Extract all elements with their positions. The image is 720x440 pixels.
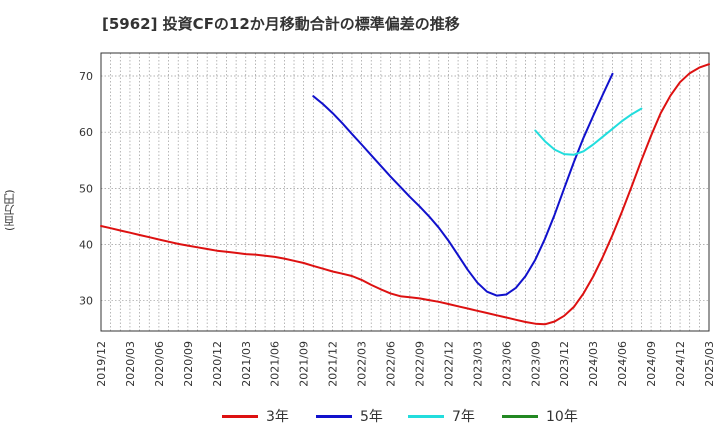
- legend-swatch: [222, 414, 258, 418]
- legend: 3年 5年 7年 10年: [0, 404, 720, 428]
- x-tick-label: 2023/12: [558, 341, 571, 387]
- x-tick-label: 2020/12: [211, 341, 224, 387]
- x-tick-labels: 2019/12 2020/03 2020/06 2020/09 2020/12 2021/…: [95, 341, 716, 387]
- x-tick-label: 2024/03: [587, 341, 600, 387]
- chart-title: [5962] 投資CFの12か月移動合計の標準偏差の推移: [102, 15, 460, 33]
- y-tick-label: 70: [79, 70, 93, 83]
- plot-frame: [100, 52, 710, 332]
- x-tick-label: 2021/12: [327, 341, 340, 387]
- series-line-0: [100, 63, 710, 326]
- x-tick-label: 2021/06: [269, 341, 282, 387]
- legend-label: 5年: [360, 409, 383, 425]
- y-tick-label: 60: [79, 126, 93, 139]
- series-line-1: [312, 72, 614, 297]
- legend-swatch: [502, 414, 538, 418]
- legend-label: 3年: [266, 409, 289, 425]
- x-tick-label: 2022/03: [356, 341, 369, 387]
- x-tick-label: 2020/09: [182, 341, 195, 387]
- y-tick-label: 30: [79, 295, 93, 308]
- x-tick-label: 2022/09: [413, 341, 426, 387]
- y-tick-label: 40: [79, 239, 93, 252]
- x-tick-label: 2022/12: [442, 341, 455, 387]
- legend-label: 7年: [452, 409, 475, 425]
- x-tick-label: 2023/09: [529, 341, 542, 387]
- x-tick-label: 2020/06: [153, 341, 166, 387]
- y-tick-labels: 30 40 50 60 70: [79, 70, 93, 308]
- series-lines: [100, 63, 710, 326]
- legend-swatch: [316, 414, 352, 418]
- x-tick-label: 2023/03: [471, 341, 484, 387]
- legend-label: 10年: [546, 409, 578, 425]
- x-tick-label: 2024/12: [674, 341, 687, 387]
- x-tick-label: 2019/12: [95, 341, 108, 387]
- legend-item: 10年: [502, 404, 578, 428]
- x-tick-label: 2025/03: [703, 341, 716, 387]
- legend-item: 3年: [222, 404, 289, 428]
- x-tick-label: 2021/03: [240, 341, 253, 387]
- legend-swatch: [408, 414, 444, 418]
- legend-item: 5年: [316, 404, 383, 428]
- x-tick-label: 2022/06: [385, 341, 398, 387]
- x-tick-label: 2023/06: [500, 341, 513, 387]
- y-tick-label: 50: [79, 182, 93, 195]
- x-tick-label: 2021/09: [298, 341, 311, 387]
- legend-item: 7年: [408, 404, 475, 428]
- x-tick-label: 2020/03: [124, 341, 137, 387]
- series-line-2: [534, 107, 643, 156]
- x-tick-label: 2024/06: [616, 341, 629, 387]
- grid-lines: [100, 53, 710, 331]
- x-tick-label: 2024/09: [645, 341, 658, 387]
